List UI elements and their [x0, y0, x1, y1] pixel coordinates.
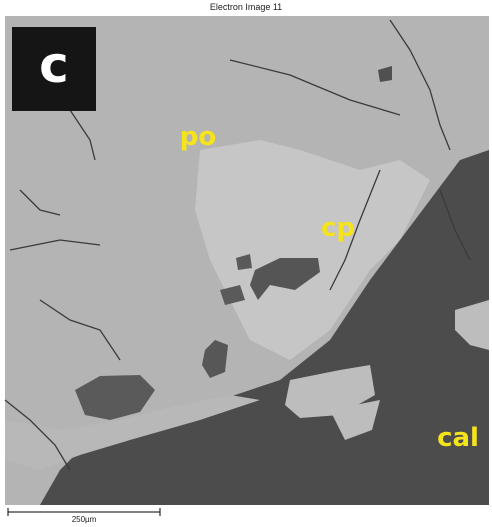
image-title: Electron Image 11	[210, 2, 282, 12]
mineral-label: cp	[321, 213, 355, 243]
panel-label: c	[39, 36, 69, 94]
figure: Electron Image 11 c po cp cal	[0, 0, 492, 527]
mineral-label: cal	[437, 423, 479, 453]
scale-bar-label: 250µm	[72, 515, 97, 524]
page: {"header": {"title": "Electron Image 11"…	[0, 0, 492, 527]
mineral-label: po	[180, 122, 216, 152]
